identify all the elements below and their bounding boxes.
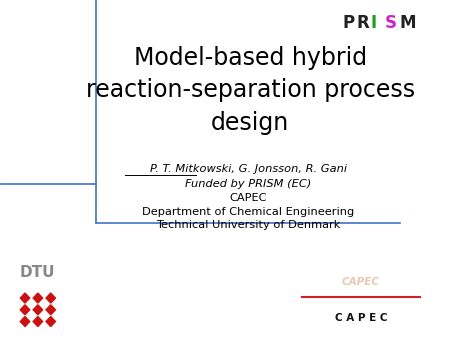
Text: Model-based hybrid
reaction-separation process
design: Model-based hybrid reaction-separation p…: [86, 46, 415, 135]
Text: Department of Chemical Engineering: Department of Chemical Engineering: [142, 207, 354, 217]
Text: P: P: [342, 14, 355, 32]
Text: Funded by PRISM (EC): Funded by PRISM (EC): [185, 179, 311, 189]
Polygon shape: [20, 305, 30, 315]
Text: R: R: [357, 14, 369, 32]
Text: C A P E C: C A P E C: [335, 313, 387, 323]
Text: S: S: [385, 14, 397, 32]
Polygon shape: [46, 293, 55, 303]
Text: CAPEC: CAPEC: [230, 193, 267, 203]
Polygon shape: [20, 293, 30, 303]
Polygon shape: [33, 305, 43, 315]
Text: M: M: [399, 14, 416, 32]
Polygon shape: [20, 316, 30, 327]
Text: I: I: [371, 14, 377, 32]
Text: DTU: DTU: [20, 265, 56, 281]
Text: P. T. Mitkowski, G. Jonsson, R. Gani: P. T. Mitkowski, G. Jonsson, R. Gani: [150, 164, 346, 174]
Polygon shape: [33, 293, 43, 303]
Text: Technical University of Denmark: Technical University of Denmark: [156, 220, 340, 230]
Polygon shape: [46, 316, 55, 327]
Polygon shape: [33, 316, 43, 327]
Polygon shape: [46, 305, 55, 315]
Text: CAPEC: CAPEC: [342, 277, 380, 287]
